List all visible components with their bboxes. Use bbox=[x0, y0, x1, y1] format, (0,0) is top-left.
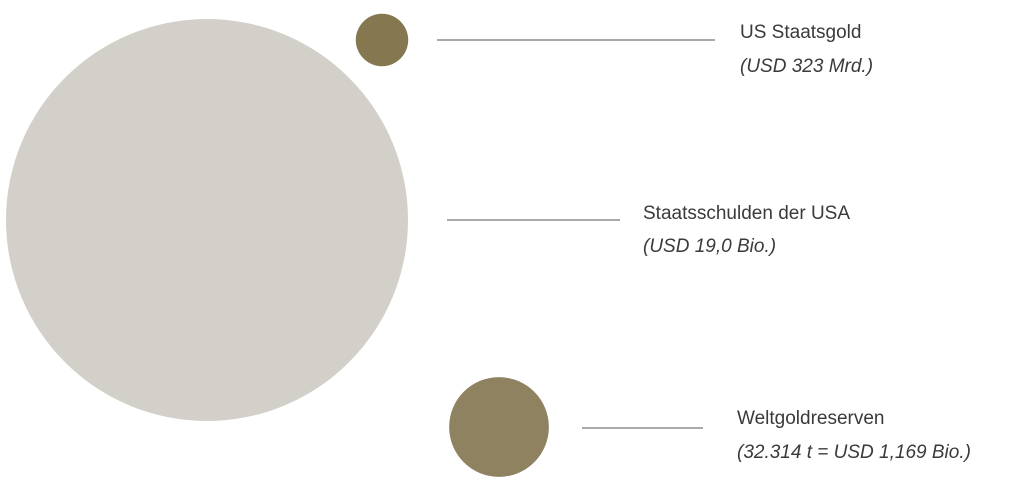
leader-lines bbox=[437, 39, 715, 429]
label-name-weltgoldreserven: Weltgoldreserven bbox=[737, 408, 885, 429]
bubbles bbox=[6, 13, 549, 477]
labels: US Staatsgold (USD 323 Mrd.) Staatsschulde… bbox=[643, 22, 971, 463]
label-value-us-staatsgold: (USD 323 Mrd.) bbox=[740, 56, 873, 77]
label-value-weltgoldreserven: (32.314 t = USD 1,169 Bio.) bbox=[737, 442, 971, 463]
bubble-weltgoldreserven bbox=[449, 377, 549, 477]
label-name-us-staatsgold: US Staatsgold bbox=[740, 22, 861, 43]
bubble-us-staatsgold bbox=[355, 13, 409, 67]
label-name-staatsschulden-der-usa: Staatsschulden der USA bbox=[643, 203, 850, 224]
bubble-staatsschulden-der-usa bbox=[6, 19, 408, 421]
label-value-staatsschulden-der-usa: (USD 19,0 Bio.) bbox=[643, 236, 776, 257]
